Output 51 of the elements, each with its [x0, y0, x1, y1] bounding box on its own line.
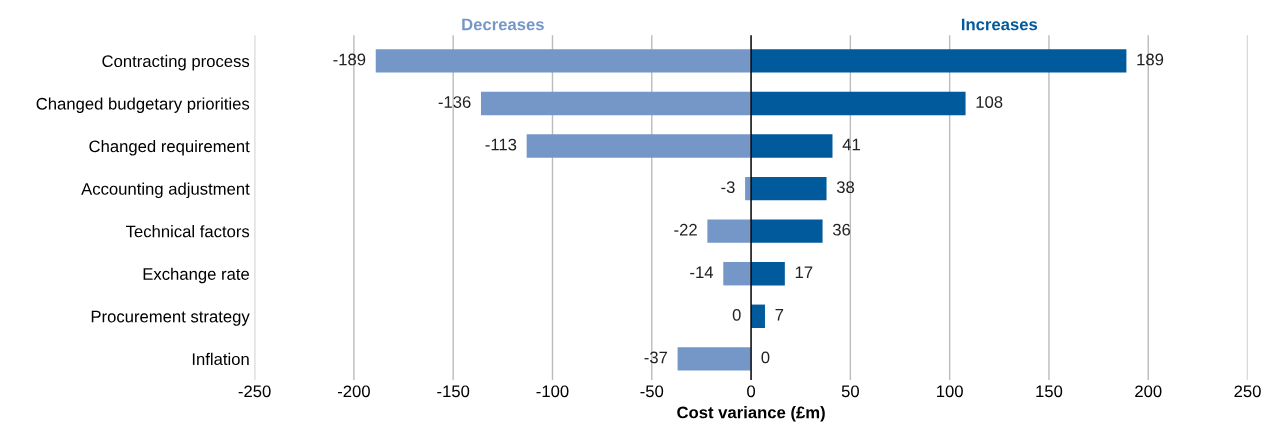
bar: [751, 91, 966, 116]
data-label: 189: [1137, 53, 1164, 66]
data-label: 36: [832, 223, 851, 236]
x-tick-label: 50: [841, 385, 859, 398]
data-label: 0: [761, 351, 770, 364]
bar: [751, 304, 765, 328]
series-label: Increases: [961, 18, 1038, 31]
bar: [677, 347, 752, 371]
data-label: 108: [976, 96, 1003, 108]
bar: [526, 134, 752, 158]
x-tick-label: -200: [337, 385, 370, 398]
y-tick-label: Inflation: [192, 352, 249, 366]
data-label: -14: [690, 266, 714, 279]
y-tick-label: Accounting adjustment: [81, 182, 250, 199]
y-tick-label: Changed budgetary priorities: [36, 97, 250, 113]
bar: [751, 262, 785, 286]
y-tick-label: Exchange rate: [143, 267, 250, 284]
data-label: -37: [644, 351, 668, 364]
x-tick-label: 0: [747, 385, 756, 398]
bar: [375, 49, 752, 73]
x-tick-label: -100: [536, 385, 569, 398]
data-label: 17: [795, 266, 813, 279]
data-label: 7: [775, 309, 784, 321]
bar: [480, 91, 752, 116]
bar: [751, 219, 823, 243]
x-tick-label: -50: [640, 385, 664, 398]
x-tick-label: 250: [1234, 385, 1261, 398]
y-tick-label: Contracting process: [102, 54, 250, 71]
x-tick-label: 150: [1036, 385, 1063, 398]
x-axis-title: Cost variance (£m): [677, 406, 825, 422]
x-tick-label: 200: [1135, 385, 1162, 398]
bar: [707, 219, 752, 243]
data-label: -136: [438, 96, 471, 108]
y-tick-label: Procurement strategy: [91, 310, 250, 326]
x-tick-label: -150: [437, 385, 470, 398]
bar: [751, 49, 1127, 73]
series-label: Decreases: [462, 18, 544, 31]
y-tick-label: Changed requirement: [89, 139, 250, 156]
y-tick-label: Technical factors: [126, 225, 250, 238]
bar: [751, 134, 833, 158]
bar: [751, 176, 827, 201]
data-label: 38: [836, 181, 855, 194]
x-tick-label: -250: [238, 385, 271, 398]
bar: [723, 262, 752, 286]
data-label: -3: [721, 181, 735, 194]
data-label: 0: [732, 308, 741, 321]
data-label: 41: [842, 138, 860, 151]
x-tick-label: 100: [937, 385, 963, 398]
data-label: -113: [485, 138, 517, 151]
data-label: -22: [674, 223, 697, 236]
data-label: -189: [333, 53, 366, 66]
